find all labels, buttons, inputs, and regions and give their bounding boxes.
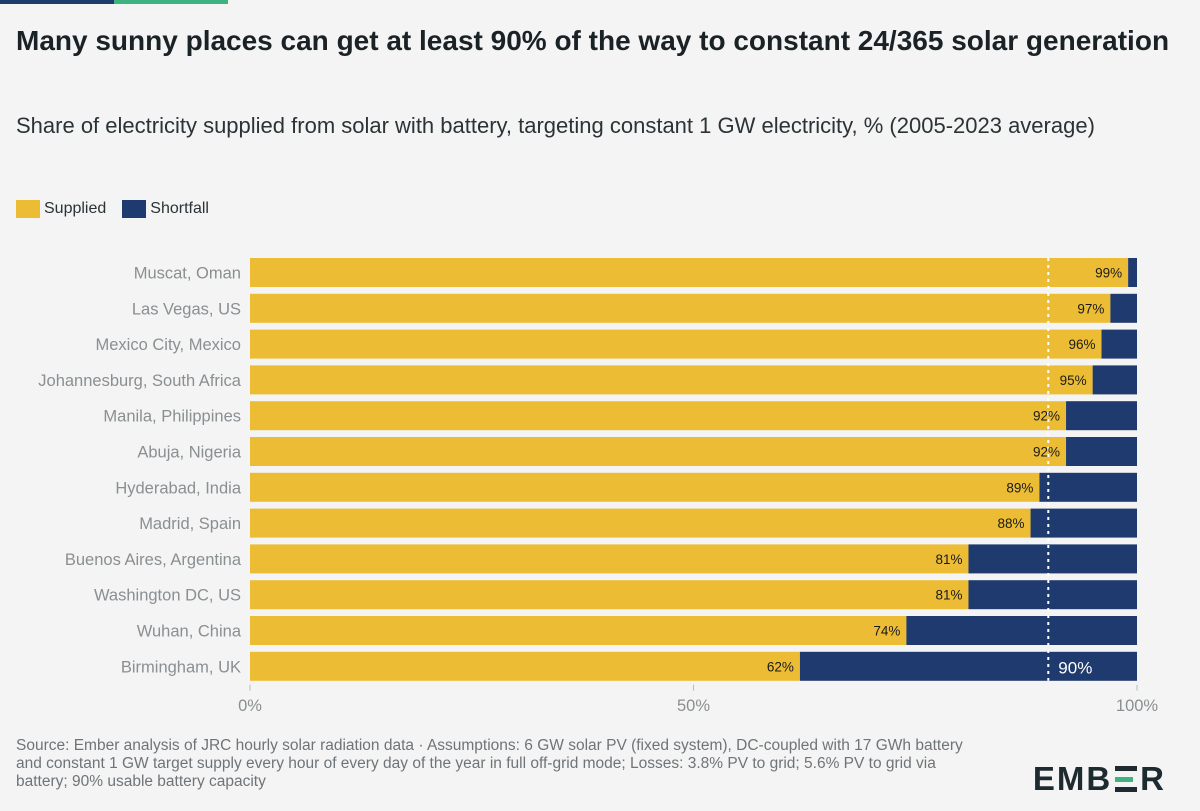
data-label: 89%	[1006, 480, 1033, 495]
data-label: 74%	[873, 624, 900, 639]
bar-shortfall-las-vegas-us	[1110, 293, 1137, 323]
bar-supplied-madrid-spain	[250, 508, 1031, 538]
category-label: Hyderabad, India	[115, 479, 241, 497]
legend-item-shortfall: Shortfall	[122, 200, 209, 218]
category-label: Abuja, Nigeria	[137, 444, 241, 462]
top-accent-rule	[0, 0, 228, 4]
source-note: Source: Ember analysis of JRC hourly sol…	[16, 737, 963, 790]
category-label: Manila, Philippines	[103, 408, 241, 426]
logo-text-right: R	[1140, 760, 1166, 797]
bar-supplied-las-vegas-us	[250, 293, 1111, 323]
bar-supplied-washington-dc-us	[250, 580, 969, 610]
category-label: Washington DC, US	[94, 587, 241, 605]
bar-shortfall-washington-dc-us	[968, 580, 1137, 610]
bar-supplied-mexico-city-mexico	[250, 329, 1102, 359]
ember-e-icon	[1115, 766, 1138, 792]
data-label: 99%	[1095, 266, 1122, 281]
data-label: 81%	[935, 552, 962, 567]
category-label: Wuhan, China	[137, 623, 242, 641]
bar-supplied-abuja-nigeria	[250, 437, 1067, 466]
data-label: 97%	[1077, 301, 1104, 316]
chart-title: Many sunny places can get at least 90% o…	[16, 25, 1170, 56]
data-label: 95%	[1060, 373, 1087, 388]
bar-supplied-wuhan-china	[250, 616, 907, 645]
category-label: Johannesburg, South Africa	[38, 372, 242, 390]
bar-supplied-hyderabad-india	[250, 472, 1040, 502]
bar-shortfall-johannesburg-south-africa	[1092, 365, 1137, 395]
x-tick-label: 50%	[677, 697, 710, 715]
bar-shortfall-hyderabad-india	[1039, 472, 1137, 502]
legend-label-supplied: Supplied	[44, 200, 107, 217]
category-label: Birmingham, UK	[121, 658, 241, 676]
bar-supplied-manila-philippines	[250, 401, 1067, 431]
bar-chart: Muscat, Oman Las Vegas, US Mexico City, Me…	[38, 258, 1159, 715]
bar-shortfall-madrid-spain	[1030, 508, 1137, 538]
bar-shortfall-manila-philippines	[1066, 401, 1137, 431]
category-label: Las Vegas, US	[132, 300, 241, 318]
data-label: 81%	[935, 588, 962, 603]
x-tick-label: 0%	[238, 697, 262, 715]
shortfall-swatch	[122, 200, 147, 218]
bar-shortfall-muscat-oman	[1128, 258, 1137, 287]
data-label: 96%	[1068, 337, 1095, 352]
reference-line-label: 90%	[1058, 658, 1092, 677]
bar-supplied-muscat-oman	[250, 258, 1129, 287]
supplied-swatch	[16, 200, 40, 218]
category-label: Buenos Aires, Argentina	[65, 551, 242, 569]
bar-shortfall-wuhan-china	[906, 616, 1137, 645]
legend-item-supplied: Supplied	[16, 200, 106, 218]
bar-shortfall-mexico-city-mexico	[1101, 329, 1137, 359]
chart-subtitle: Share of electricity supplied from solar…	[16, 113, 1095, 138]
ember-logo: EMB R	[1033, 760, 1166, 798]
x-tick-label: 100%	[1116, 697, 1159, 715]
data-label: 88%	[998, 516, 1025, 531]
category-label: Mexico City, Mexico	[96, 336, 241, 354]
bar-shortfall-abuja-nigeria	[1066, 437, 1137, 466]
data-label: 62%	[767, 659, 794, 674]
legend: Supplied Shortfall	[16, 200, 209, 218]
bar-supplied-birmingham-uk	[250, 651, 800, 681]
logo-text-left: EMB	[1032, 760, 1113, 797]
bar-shortfall-buenos-aires-argentina	[968, 544, 1137, 574]
category-label: Muscat, Oman	[134, 265, 241, 283]
data-label: 92%	[1033, 445, 1060, 460]
bar-supplied-johannesburg-south-africa	[250, 365, 1093, 395]
bar-supplied-buenos-aires-argentina	[250, 544, 969, 574]
data-label: 92%	[1033, 409, 1060, 424]
legend-label-shortfall: Shortfall	[150, 200, 209, 217]
bar-shortfall-birmingham-uk	[799, 651, 1137, 681]
category-label: Madrid, Spain	[139, 515, 241, 533]
